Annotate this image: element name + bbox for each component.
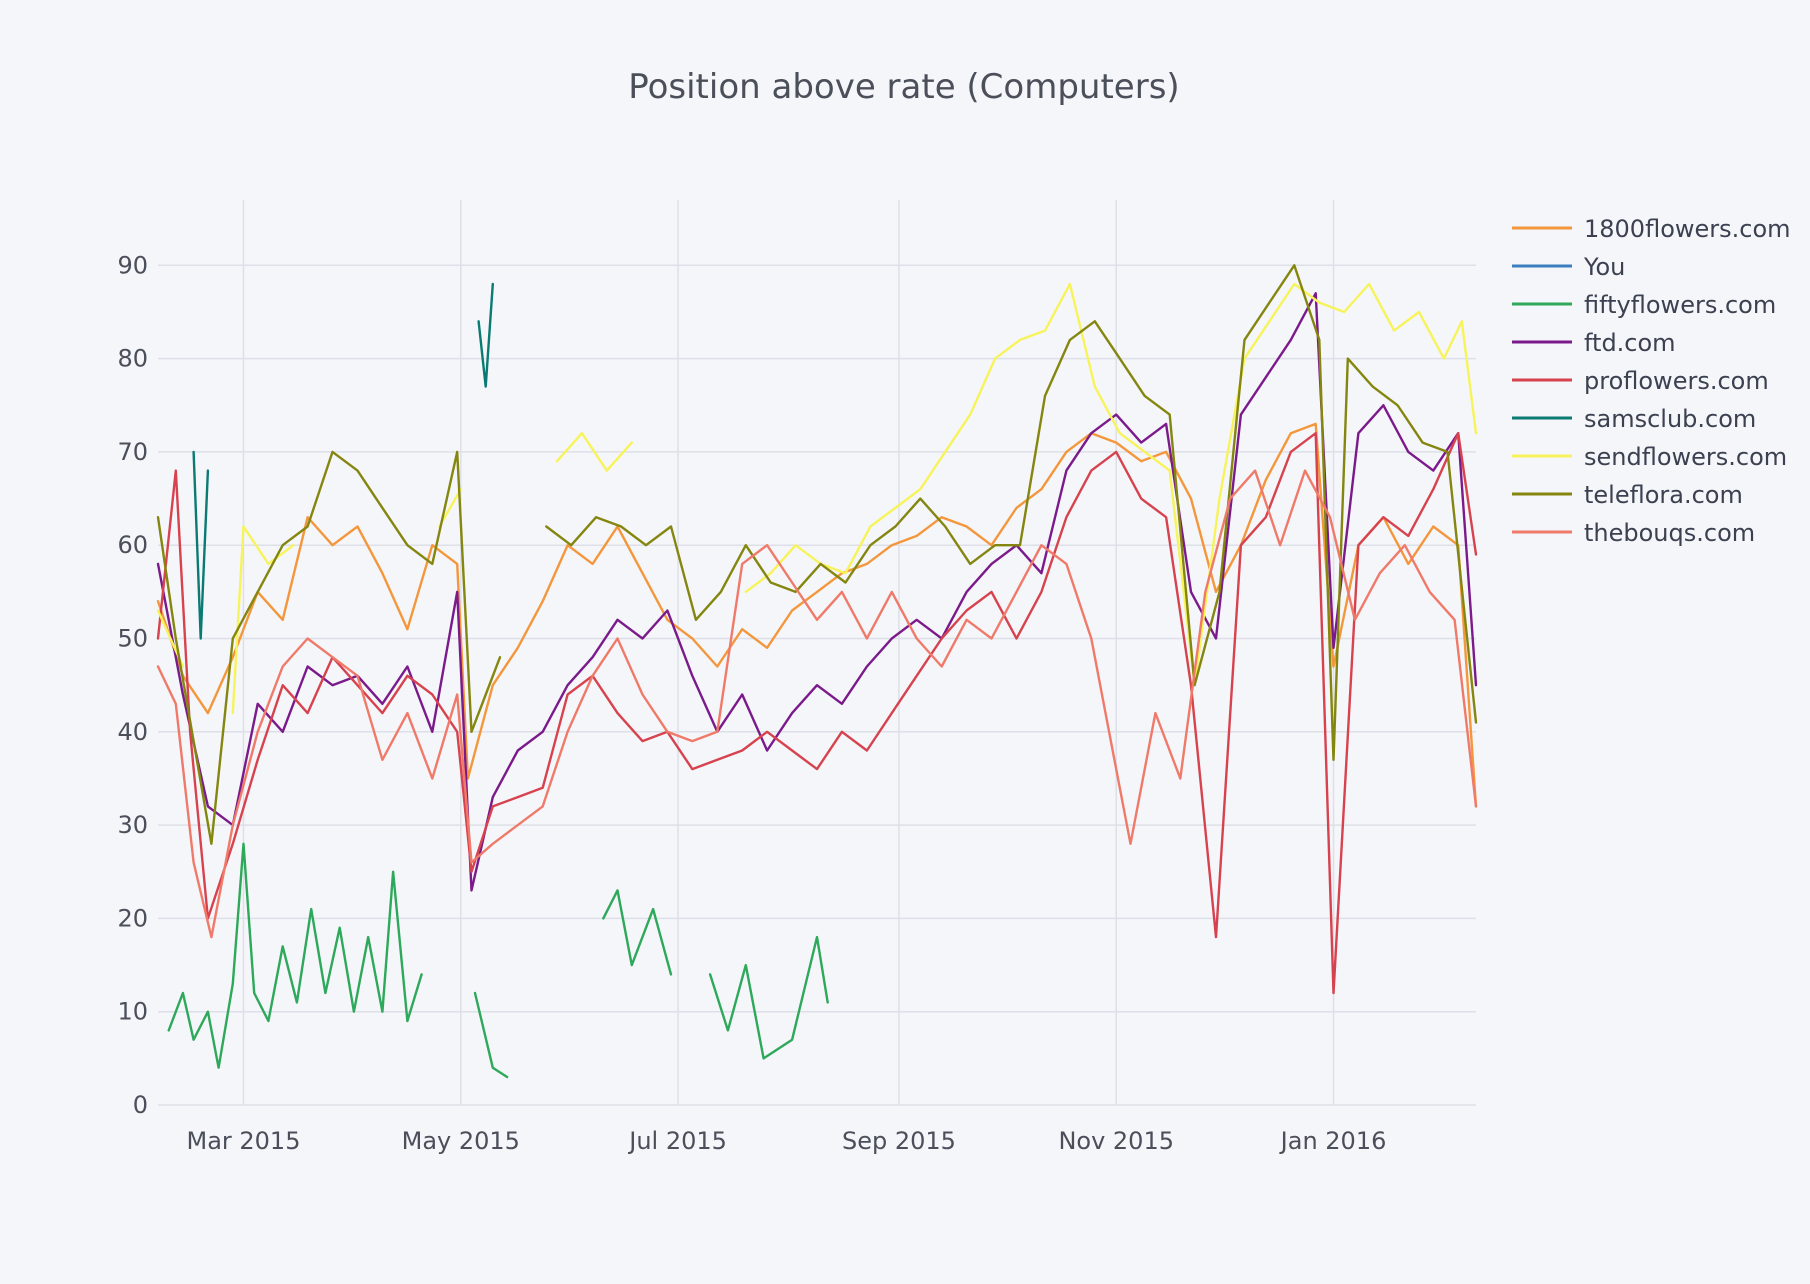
y-tick-label: 70 <box>117 438 148 466</box>
series-line-sendflowers-com <box>156 282 1478 715</box>
legend-item[interactable]: fiftyflowers.com <box>1512 291 1776 319</box>
y-tick-label: 0 <box>133 1091 148 1119</box>
y-tick-label: 80 <box>117 345 148 373</box>
y-tick-label: 60 <box>117 531 148 559</box>
legend-label: teleflora.com <box>1584 481 1743 509</box>
y-tick-label: 30 <box>117 811 148 839</box>
y-tick-label: 90 <box>117 251 148 279</box>
legend-item[interactable]: sendflowers.com <box>1512 443 1787 471</box>
x-gridlines <box>242 200 1335 1105</box>
legend[interactable]: 1800flowers.com You fiftyflowers.com ftd.co… <box>1512 215 1791 547</box>
x-axis-ticks: Mar 2015 May 2015 Jul 2015 Sep 2015 Nov 2015… <box>186 1127 1386 1155</box>
legend-label: samsclub.com <box>1584 405 1756 433</box>
series-line-teleflora-com <box>156 264 1478 845</box>
y-gridlines <box>158 264 1476 1106</box>
legend-item[interactable]: samsclub.com <box>1512 405 1756 433</box>
x-tick-label: Nov 2015 <box>1058 1127 1174 1155</box>
series-line-thebouqs-com <box>156 469 1478 939</box>
y-tick-label: 10 <box>117 998 148 1026</box>
x-tick-label: Sep 2015 <box>842 1127 956 1155</box>
series-line-proflowers-com <box>156 432 1478 995</box>
series-layer <box>156 264 1478 1079</box>
series-line-samsclub-com <box>192 282 494 640</box>
legend-label: proflowers.com <box>1584 367 1769 395</box>
y-tick-label: 50 <box>117 625 148 653</box>
legend-item[interactable]: teleflora.com <box>1512 481 1743 509</box>
legend-label: sendflowers.com <box>1584 443 1787 471</box>
legend-item[interactable]: 1800flowers.com <box>1512 215 1791 243</box>
legend-item[interactable]: thebouqs.com <box>1512 519 1755 547</box>
legend-label: You <box>1583 253 1625 281</box>
legend-label: ftd.com <box>1584 329 1676 357</box>
chart-title: Position above rate (Computers) <box>628 67 1179 107</box>
legend-label: 1800flowers.com <box>1584 215 1791 243</box>
series-line-ftd-com <box>156 292 1478 892</box>
legend-label: fiftyflowers.com <box>1584 291 1776 319</box>
x-tick-label: Jul 2015 <box>627 1127 727 1155</box>
legend-item[interactable]: ftd.com <box>1512 329 1676 357</box>
y-tick-label: 40 <box>117 718 148 746</box>
legend-item[interactable]: You <box>1512 253 1625 281</box>
legend-label: thebouqs.com <box>1584 519 1755 547</box>
x-tick-label: Jan 2016 <box>1279 1127 1387 1155</box>
y-tick-label: 20 <box>117 904 148 932</box>
x-tick-label: Mar 2015 <box>186 1127 300 1155</box>
series-line-1800flowers-com <box>156 422 1478 808</box>
y-axis-ticks: 0 10 20 30 40 50 60 70 80 90 <box>117 251 148 1119</box>
series-line-fiftyflowers-com <box>167 842 829 1079</box>
legend-item[interactable]: proflowers.com <box>1512 367 1769 395</box>
x-tick-label: May 2015 <box>402 1127 520 1155</box>
